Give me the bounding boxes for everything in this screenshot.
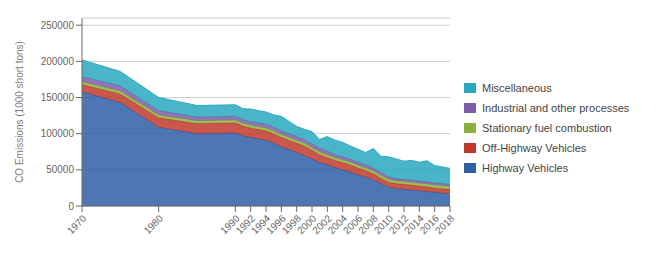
- svg-text:2004: 2004: [325, 212, 350, 237]
- svg-text:1990: 1990: [218, 212, 242, 237]
- svg-text:250000: 250000: [41, 20, 75, 31]
- html-text:Stationary fuel combustion: Stationary fuel combustion: [482, 122, 612, 134]
- svg-text:50000: 50000: [46, 164, 74, 175]
- svg-text:2018: 2018: [433, 212, 457, 236]
- svg-text:100000: 100000: [41, 128, 75, 139]
- svg-text:CO Emissions (1000 short tons): CO Emissions (1000 short tons): [14, 41, 25, 183]
- svg-text:2006: 2006: [340, 212, 365, 237]
- html-text:Miscellaneous: Miscellaneous: [482, 82, 552, 94]
- svg-text:2014: 2014: [402, 212, 426, 237]
- svg-text:2002: 2002: [310, 212, 334, 237]
- svg-text:0: 0: [68, 201, 74, 212]
- svg-text:1980: 1980: [142, 212, 166, 236]
- svg-text:150000: 150000: [41, 92, 75, 103]
- svg-text:1996: 1996: [264, 212, 288, 237]
- svg-text:2008: 2008: [356, 212, 380, 237]
- html-text:Industrial and other processes: Industrial and other processes: [482, 102, 630, 114]
- html-text:Highway Vehicles: Highway Vehicles: [482, 162, 569, 174]
- svg-text:1998: 1998: [279, 212, 304, 237]
- svg-text:1992: 1992: [233, 212, 258, 237]
- svg-text:1970: 1970: [65, 212, 89, 236]
- html-text:Off-Highway Vehicles: Off-Highway Vehicles: [482, 142, 587, 154]
- svg-text:2012: 2012: [386, 212, 411, 237]
- svg-text:2016: 2016: [417, 212, 442, 237]
- svg-text:2000: 2000: [294, 212, 319, 237]
- svg-text:1994: 1994: [248, 212, 273, 237]
- svg-text:2010: 2010: [371, 212, 396, 237]
- svg-text:200000: 200000: [41, 56, 75, 67]
